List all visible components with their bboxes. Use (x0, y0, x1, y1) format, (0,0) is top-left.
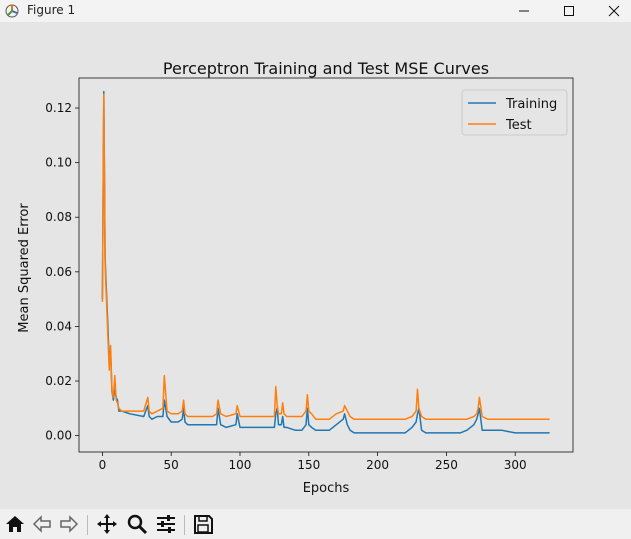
y-tick-label: 0.02 (45, 374, 72, 388)
toolbar-separator (87, 515, 88, 535)
zoom-button[interactable] (124, 512, 150, 536)
y-tick-label: 0.00 (45, 429, 72, 443)
back-button[interactable] (29, 512, 55, 536)
forward-button[interactable] (56, 512, 82, 536)
x-tick-label: 0 (99, 458, 107, 472)
legend-label-test: Test (505, 118, 532, 133)
toolbar-separator (184, 515, 185, 535)
y-axis-label: Mean Squared Error (17, 203, 32, 333)
window-titlebar: Figure 1 (0, 0, 631, 22)
figure-canvas[interactable]: Perceptron Training and Test MSE Curves … (0, 22, 631, 509)
matplotlib-app-icon (4, 2, 22, 20)
home-button[interactable] (2, 512, 28, 536)
minimize-button[interactable] (501, 0, 547, 22)
forward-icon (60, 515, 79, 533)
close-button[interactable] (591, 0, 631, 22)
save-icon (194, 515, 213, 534)
x-axis-label: Epochs (303, 481, 350, 496)
chart-legend: Training Test (461, 89, 568, 136)
configure-icon (157, 515, 175, 533)
legend-label-training: Training (505, 97, 557, 112)
x-tick-label: 100 (229, 458, 252, 472)
x-tick-label: 300 (504, 458, 527, 472)
x-tick-label: 250 (435, 458, 458, 472)
window-title: Figure 1 (27, 3, 76, 17)
maximize-button[interactable] (546, 0, 592, 22)
close-icon (608, 5, 620, 17)
pan-icon (97, 514, 117, 534)
plot-area-frame (78, 77, 574, 453)
back-icon (32, 515, 51, 533)
pan-button[interactable] (94, 512, 120, 536)
y-tick-label: 0.12 (45, 101, 72, 115)
zoom-icon (127, 514, 148, 535)
mse-line-chart: Perceptron Training and Test MSE Curves … (17, 59, 574, 496)
y-tick-label: 0.04 (45, 319, 72, 333)
save-button[interactable] (190, 512, 216, 536)
navigation-toolbar (0, 509, 631, 539)
y-tick-label: 0.08 (45, 210, 72, 224)
y-tick-label: 0.10 (45, 156, 72, 170)
configure-subplots-button[interactable] (153, 512, 179, 536)
series-line-training (101, 90, 550, 434)
maximize-icon (564, 6, 574, 16)
y-tick-label: 0.06 (45, 265, 72, 279)
x-tick-label: 150 (297, 458, 320, 472)
chart-title: Perceptron Training and Test MSE Curves (163, 59, 489, 78)
x-tick-label: 200 (366, 458, 389, 472)
home-icon (6, 516, 24, 532)
x-tick-label: 50 (164, 458, 179, 472)
minimize-icon (519, 10, 529, 12)
series-line-test (101, 93, 550, 420)
